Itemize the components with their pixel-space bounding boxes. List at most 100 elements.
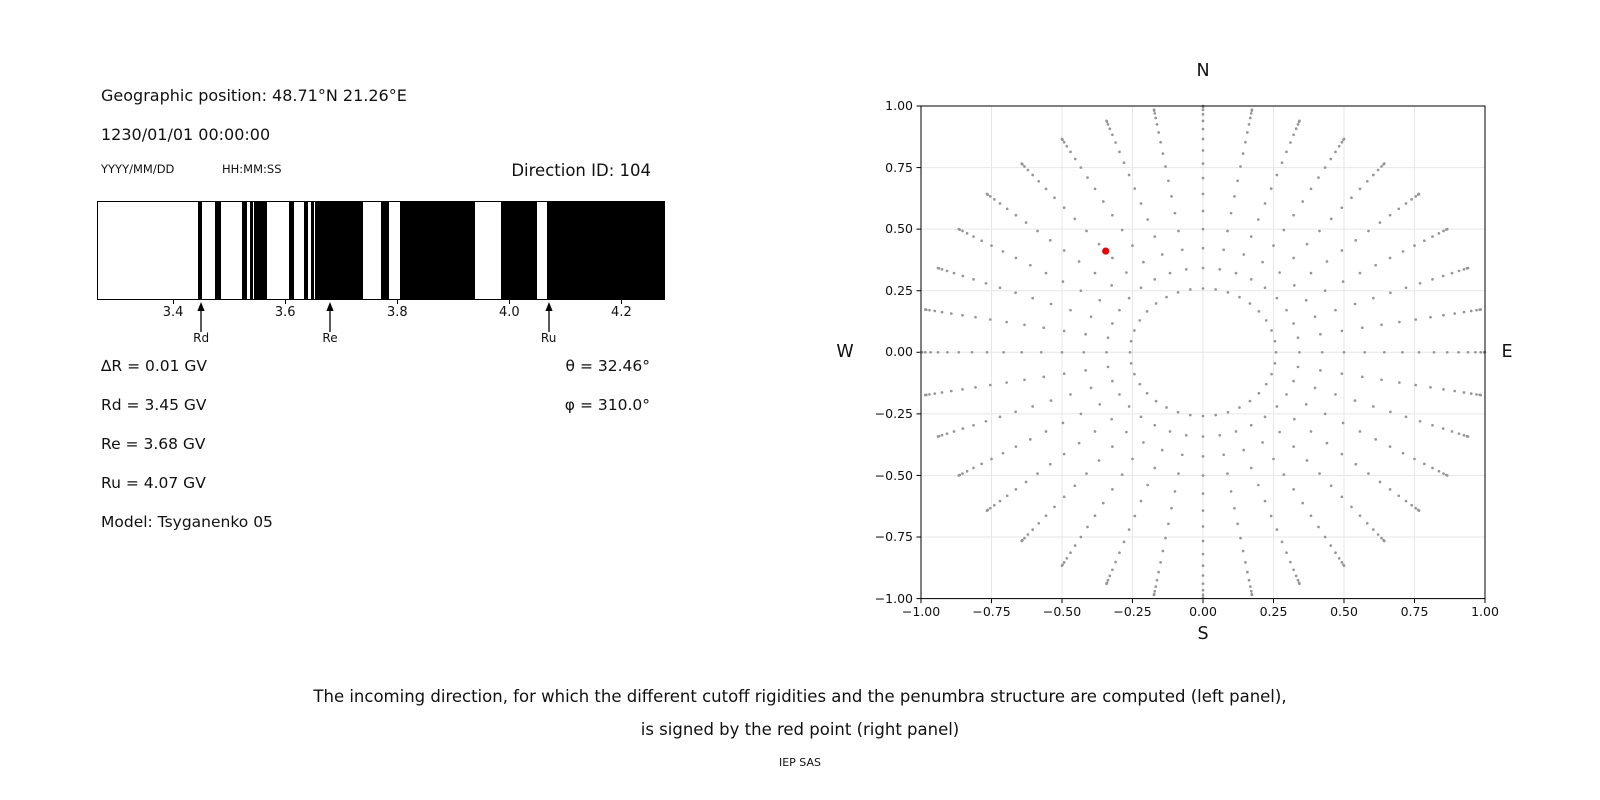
direction-dot — [1475, 308, 1478, 312]
direction-dot — [1168, 271, 1172, 275]
x-tick-label: 0.75 — [1400, 604, 1429, 619]
direction-dot — [998, 286, 1002, 290]
direction-dot — [1031, 296, 1035, 300]
direction-dot — [1077, 441, 1081, 445]
selected-direction-red-point — [1102, 247, 1110, 255]
x-tick-label: −0.50 — [1042, 604, 1082, 619]
direction-dot — [1155, 578, 1159, 582]
x-tick-label: 3.4 — [162, 305, 184, 320]
direction-dot — [1201, 176, 1205, 180]
direction-dot — [1111, 445, 1114, 448]
direction-dot — [1242, 448, 1246, 452]
direction-dot — [1292, 284, 1296, 287]
penumbra-forbidden-band — [197, 202, 203, 299]
direction-dot — [1301, 501, 1305, 505]
direction-dot — [1201, 108, 1205, 112]
direction-dot — [965, 232, 969, 235]
direction-dot — [1048, 462, 1052, 466]
direction-dot — [1049, 399, 1053, 402]
direction-dot — [992, 198, 996, 201]
direction-dot — [1479, 393, 1483, 397]
direction-dot — [1431, 423, 1434, 427]
direction-dot — [1129, 362, 1133, 365]
re-value: Re = 3.68 GV — [101, 435, 206, 453]
direction-dot — [1367, 472, 1370, 475]
direction-dot — [1120, 473, 1124, 476]
direction-dot — [1118, 308, 1121, 312]
direction-dot — [1036, 472, 1039, 475]
direction-dot — [1154, 116, 1158, 120]
direction-dot — [1250, 593, 1254, 597]
direction-dot — [1323, 166, 1327, 169]
direction-dot — [1475, 393, 1478, 396]
direction-dot — [1106, 578, 1110, 582]
direction-dot — [1241, 152, 1245, 155]
direction-dot — [1153, 589, 1157, 593]
direction-dot — [1319, 332, 1322, 336]
direction-dot — [1442, 229, 1445, 233]
direction-dot — [1318, 472, 1321, 475]
direction-dot — [1118, 150, 1121, 154]
direction-dot — [1122, 540, 1126, 544]
direction-dot — [1201, 492, 1205, 495]
direction-dot — [1031, 405, 1035, 408]
direction-dot — [1313, 386, 1317, 390]
direction-dot — [1037, 521, 1041, 525]
direction-dot — [1358, 514, 1362, 518]
direction-dot — [933, 309, 937, 313]
direction-dot — [1062, 249, 1066, 252]
direction-dot — [1079, 535, 1083, 539]
direction-dot — [1023, 378, 1026, 382]
direction-dot — [1153, 235, 1157, 238]
direction-dot — [1376, 168, 1380, 172]
direction-dot — [1418, 281, 1422, 285]
datetime-text: 1230/01/01 00:00:00 — [101, 125, 271, 144]
direction-dot — [1201, 209, 1205, 213]
direction-dot — [1249, 466, 1253, 470]
direction-dot — [1432, 350, 1436, 354]
direction-dot — [1086, 525, 1089, 529]
direction-dot — [1319, 369, 1322, 372]
direction-dot — [1044, 430, 1048, 433]
direction-dot — [1188, 288, 1192, 291]
direction-dot — [1060, 137, 1064, 141]
direction-dot — [1298, 582, 1301, 586]
direction-dot — [1079, 289, 1083, 293]
direction-dot — [1457, 269, 1461, 273]
direction-dot — [1450, 430, 1454, 433]
x-tick-label: 4.0 — [498, 305, 520, 320]
direction-dot — [1069, 150, 1072, 154]
direction-dot — [1234, 271, 1238, 275]
direction-dot — [940, 310, 944, 314]
direction-dot — [1249, 235, 1253, 238]
direction-dot — [1404, 499, 1408, 503]
date-format-label: YYYY/MM/DD — [101, 162, 175, 176]
direction-dot — [1014, 291, 1017, 295]
direction-dot — [1292, 568, 1295, 572]
direction-dot — [1020, 162, 1024, 165]
direction-dot — [1044, 514, 1048, 518]
direction-dot — [1389, 410, 1392, 414]
direction-dot — [1097, 242, 1101, 246]
direction-dot — [1111, 379, 1114, 383]
direction-dot — [988, 195, 992, 198]
direction-dot — [972, 278, 975, 281]
direction-dot — [1275, 296, 1279, 300]
compass-north-label: N — [1196, 61, 1210, 81]
direction-dot — [1139, 415, 1143, 419]
direction-dot — [1201, 227, 1205, 231]
direction-dot — [1450, 271, 1454, 275]
direction-dot — [1155, 123, 1159, 126]
direction-dot — [1201, 127, 1205, 131]
direction-dot — [1469, 392, 1473, 395]
direction-dot — [1111, 133, 1114, 137]
direction-dot — [1098, 298, 1102, 302]
direction-dot — [1329, 544, 1333, 547]
direction-dot — [1138, 382, 1142, 386]
y-tick-label: 1.00 — [885, 98, 913, 113]
direction-dot — [998, 499, 1002, 503]
direction-dot — [985, 350, 989, 354]
arrow-ru-icon — [544, 302, 553, 332]
direction-dot — [1133, 372, 1136, 376]
direction-dot — [965, 469, 969, 473]
